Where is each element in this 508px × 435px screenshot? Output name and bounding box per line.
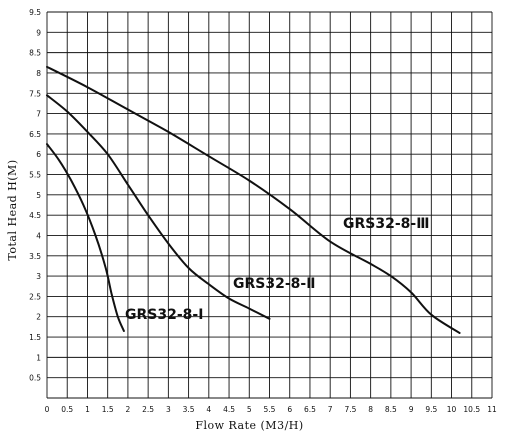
x-tick-label: 3.5 <box>183 405 195 414</box>
y-tick-label: 1 <box>36 353 41 362</box>
y-tick-label: 9 <box>36 28 41 37</box>
x-tick-label: 11 <box>487 405 497 414</box>
y-tick-label: 4.5 <box>29 211 41 220</box>
series-label-1: GRS32-8-Ⅰ <box>125 307 203 323</box>
y-tick-label: 2 <box>36 313 41 322</box>
y-tick-label: 2.5 <box>29 292 41 301</box>
series-curve-1 <box>46 143 125 332</box>
x-tick-label: 1 <box>85 405 90 414</box>
x-tick-label: 4.5 <box>223 405 235 414</box>
x-tick-label: 0 <box>45 405 50 414</box>
y-tick-label: 3 <box>36 272 41 281</box>
y-tick-label: 8.5 <box>29 49 41 58</box>
x-tick-label: 2 <box>126 405 131 414</box>
series-curve-3 <box>46 65 461 334</box>
x-tick-label: 9 <box>409 405 414 414</box>
y-tick-label: 7.5 <box>29 89 41 98</box>
x-tick-label: 1.5 <box>102 405 114 414</box>
y-tick-label: 1.5 <box>29 333 41 342</box>
series-label-2: GRS32-8-Ⅱ <box>233 276 315 292</box>
y-tick-label: 0.5 <box>29 374 41 383</box>
series-curve-2 <box>46 94 271 320</box>
x-tick-label: 5 <box>247 405 252 414</box>
x-tick-label: 6 <box>287 405 292 414</box>
x-tick-label: 4 <box>206 405 211 414</box>
y-tick-label: 6.5 <box>29 130 41 139</box>
grid <box>46 11 493 399</box>
y-tick-label: 5 <box>36 191 41 200</box>
x-tick-label: 2.5 <box>142 405 154 414</box>
series-label-3: GRS32-8-Ⅲ <box>343 216 429 232</box>
x-tick-label: 10.5 <box>463 405 480 414</box>
y-tick-label: 8 <box>36 69 41 78</box>
y-tick-label: 6 <box>36 150 41 159</box>
y-tick-label: 3.5 <box>29 252 41 261</box>
x-tick-label: 8 <box>368 405 373 414</box>
x-tick-label: 0.5 <box>61 405 73 414</box>
y-tick-label: 5.5 <box>29 171 41 180</box>
y-tick-label: 4 <box>36 231 41 240</box>
y-axis-ticks: 0.5 1 1.5 2 2.5 3 3.5 4 4.5 5 5.5 6 6.5 7 7.5 8 8.5 9 9.5 <box>29 8 41 383</box>
y-axis-label: Total Head H(M) <box>6 159 19 260</box>
series-curves <box>46 65 461 334</box>
x-tick-label: 7 <box>328 405 333 414</box>
x-axis-ticks: 0 0.5 1 1.5 2 2.5 3 3.5 4 4.5 5 5.5 6 6.5 7 7.5 8 8.5 9 9.5… <box>45 405 497 414</box>
x-tick-label: 5.5 <box>264 405 276 414</box>
x-tick-label: 9.5 <box>425 405 437 414</box>
x-tick-label: 7.5 <box>344 405 356 414</box>
series-labels: GRS32-8-Ⅰ GRS32-8-Ⅱ GRS32-8-Ⅲ <box>125 216 429 323</box>
x-tick-label: 6.5 <box>304 405 316 414</box>
x-tick-label: 10 <box>447 405 457 414</box>
y-tick-label: 7 <box>36 110 41 119</box>
x-axis-label: Flow Rate (M3/H) <box>195 419 303 432</box>
y-tick-label: 9.5 <box>29 8 41 17</box>
x-tick-label: 8.5 <box>385 405 397 414</box>
x-tick-label: 3 <box>166 405 171 414</box>
